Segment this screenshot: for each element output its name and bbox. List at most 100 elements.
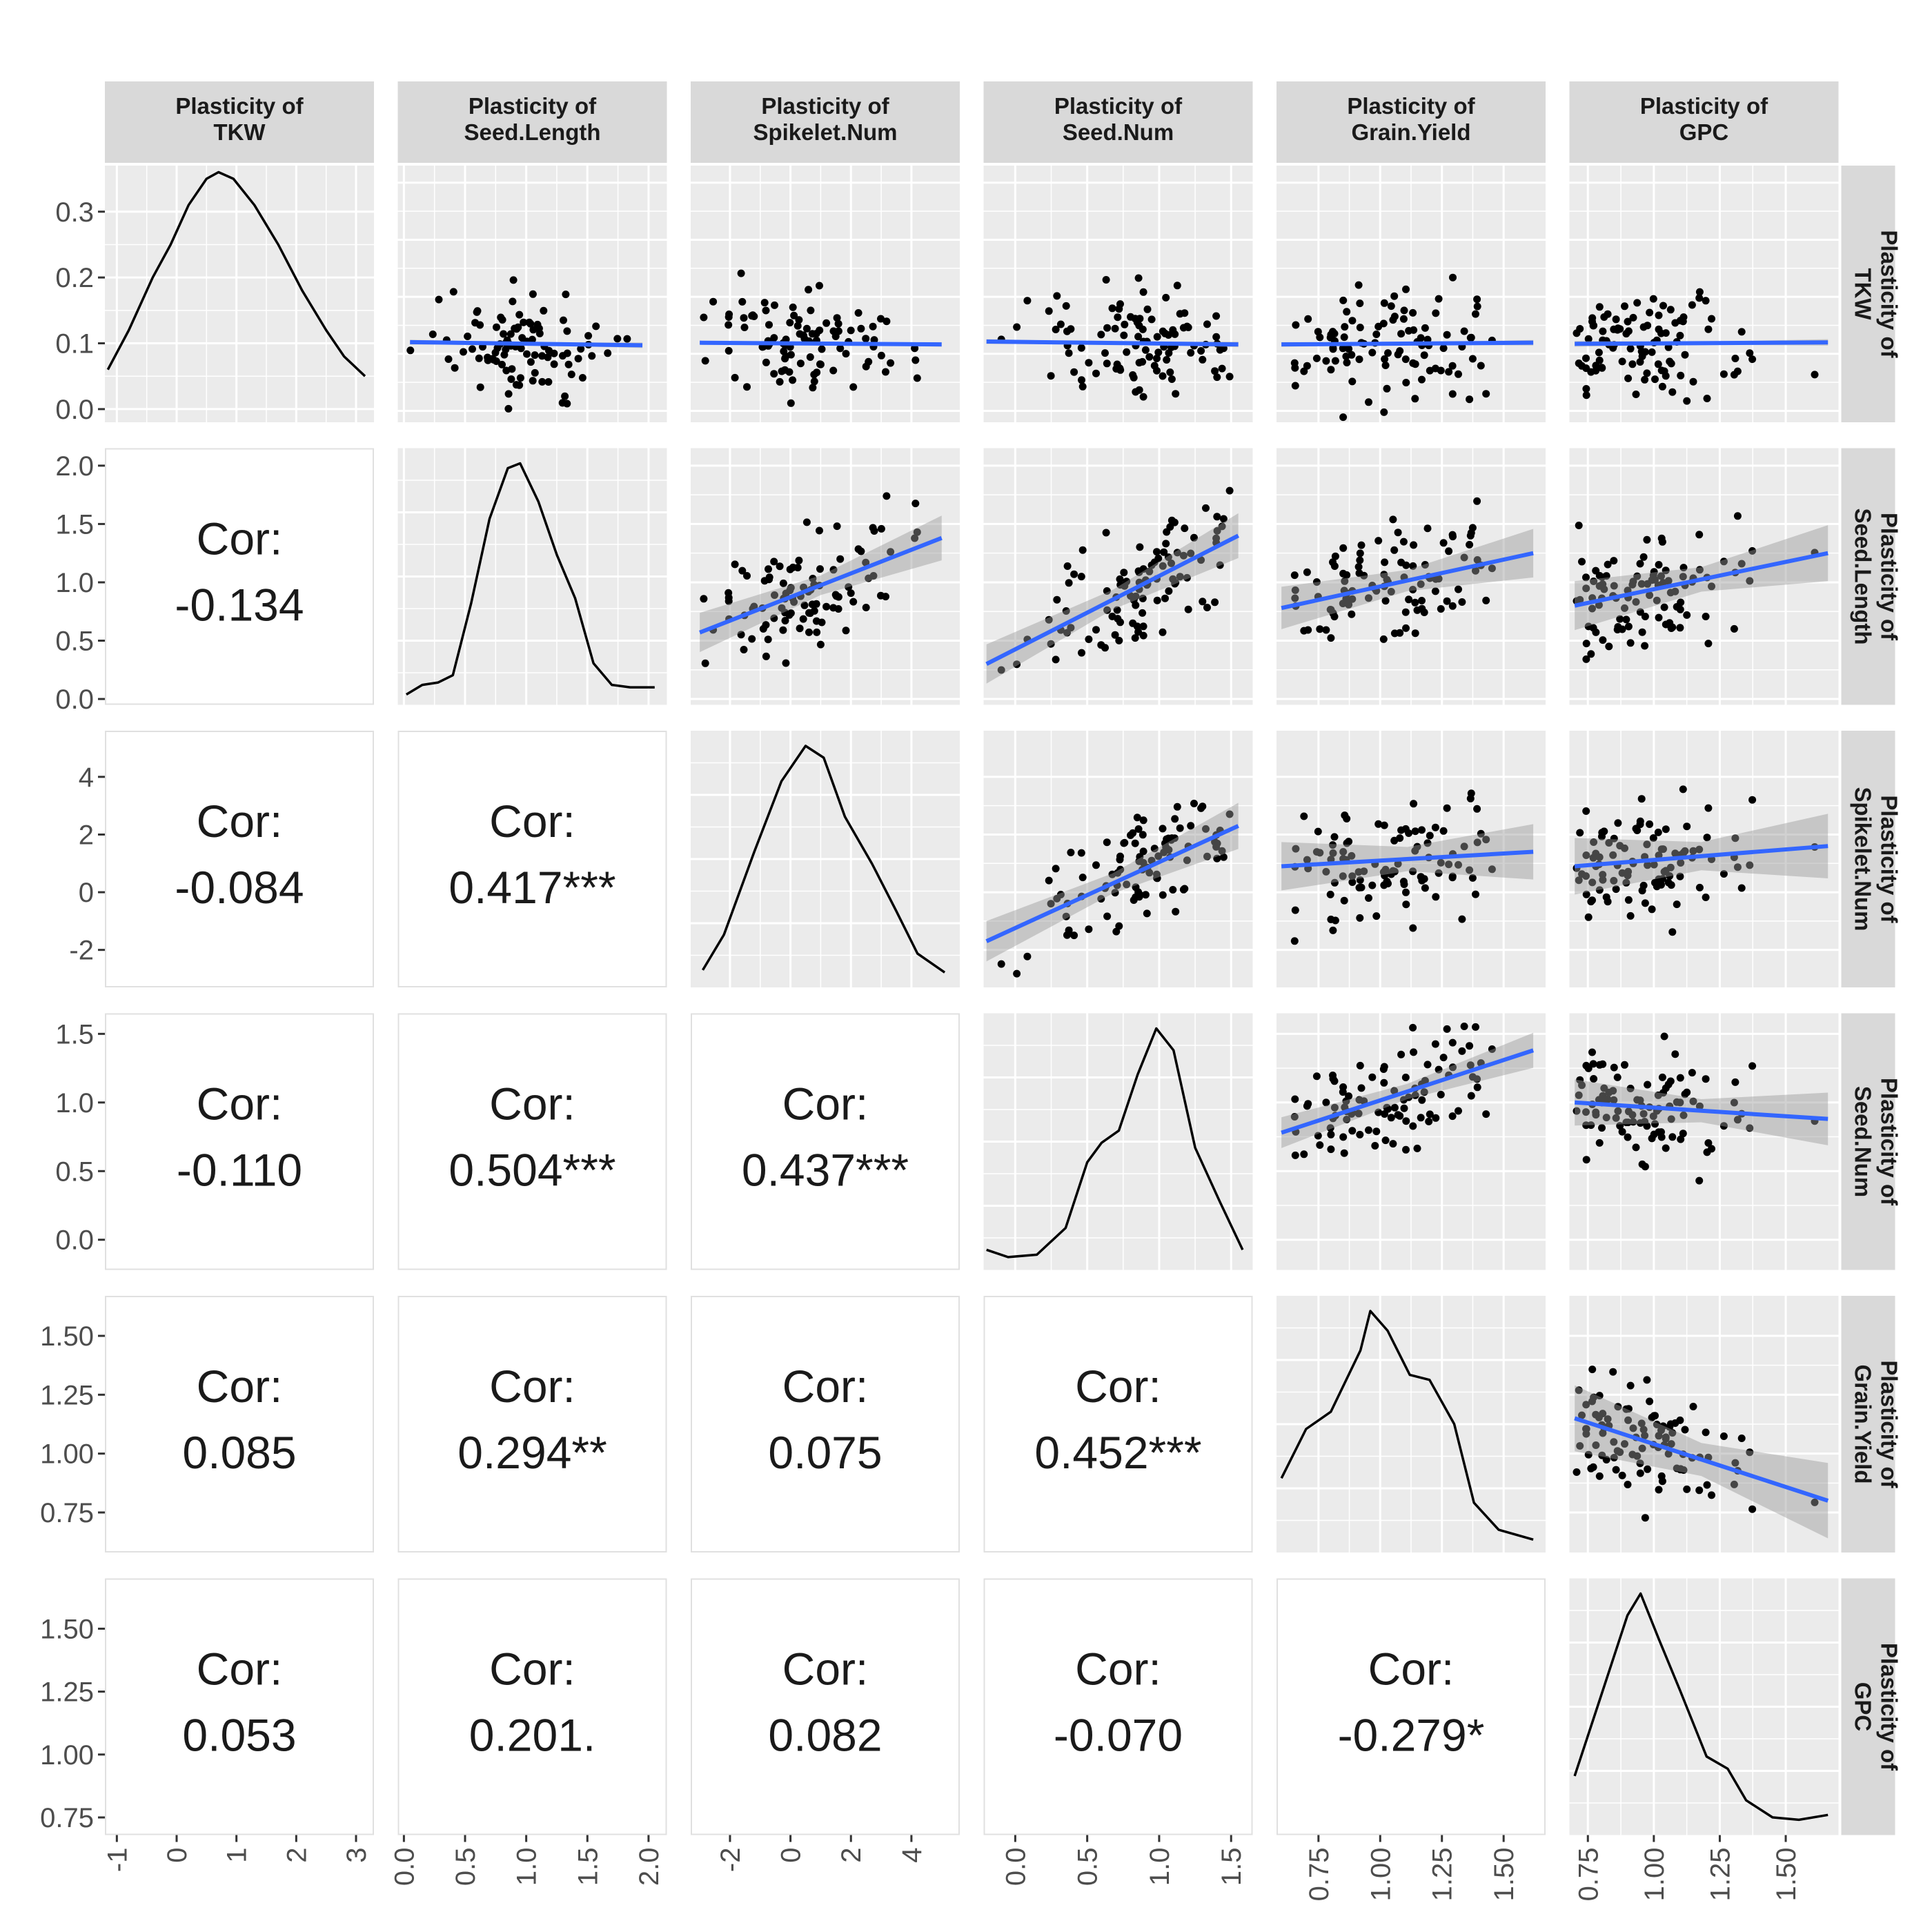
scatter-point bbox=[1102, 529, 1110, 537]
scatter-point bbox=[1666, 306, 1675, 314]
scatter-point bbox=[1291, 382, 1299, 390]
scatter-point bbox=[1162, 293, 1170, 302]
cor-panel-3-0: Cor: -0.110 bbox=[105, 1013, 374, 1270]
scatter-point bbox=[1108, 304, 1116, 313]
scatter-point bbox=[1123, 348, 1131, 356]
scatter-point bbox=[793, 322, 802, 330]
scatter-point bbox=[1380, 1078, 1388, 1087]
scatter-point bbox=[1439, 344, 1448, 353]
scatter-point bbox=[1733, 512, 1742, 520]
scatter-point bbox=[1582, 1061, 1590, 1070]
scatter-point bbox=[406, 346, 415, 355]
scatter-point bbox=[1595, 1138, 1604, 1147]
cor-value: -0.134 bbox=[175, 580, 304, 631]
scatter-point bbox=[1432, 309, 1440, 317]
scatter-point bbox=[1134, 888, 1143, 896]
scatter-point bbox=[1409, 1122, 1417, 1130]
scatter-point bbox=[1167, 375, 1176, 383]
scatter-point bbox=[1638, 1444, 1646, 1452]
scatter-point bbox=[1633, 572, 1642, 580]
scatter-point bbox=[1171, 815, 1179, 823]
density-curve bbox=[106, 170, 366, 377]
scatter-point bbox=[1213, 526, 1221, 535]
scatter-point bbox=[1737, 328, 1746, 336]
cor-label: Cor: bbox=[782, 1361, 869, 1412]
scatter-point bbox=[1420, 1088, 1428, 1096]
scatter-point bbox=[1339, 544, 1348, 552]
scatter-point bbox=[1167, 559, 1175, 567]
scatter-point bbox=[1145, 869, 1154, 877]
scatter-point bbox=[883, 317, 891, 326]
scatter-point bbox=[857, 547, 865, 555]
scatter-point bbox=[1116, 575, 1124, 583]
scatter-point bbox=[1150, 845, 1159, 853]
scatter-point bbox=[1379, 635, 1388, 643]
scatter-point bbox=[1683, 397, 1691, 405]
scatter-point bbox=[1588, 1048, 1596, 1056]
y-tick-label: 0.5 bbox=[55, 627, 94, 657]
scatter-point bbox=[1432, 893, 1440, 901]
scatter-point bbox=[1356, 1130, 1364, 1138]
scatter-point bbox=[1354, 563, 1363, 571]
cor-panel-5-4: Cor: -0.279* bbox=[1276, 1578, 1546, 1835]
scatter-point bbox=[1610, 557, 1618, 565]
scatter-point bbox=[1737, 560, 1746, 568]
scatter-point bbox=[1703, 834, 1711, 842]
scatter-point bbox=[1356, 299, 1364, 308]
scatter-point bbox=[1650, 860, 1658, 869]
scatter-point bbox=[1291, 1095, 1299, 1103]
scatter-point bbox=[776, 562, 784, 571]
scatter-point bbox=[1695, 531, 1704, 539]
scatter-point bbox=[795, 316, 803, 324]
scatter-point bbox=[563, 400, 571, 408]
scatter-point bbox=[1702, 297, 1710, 305]
x-tick-label: 0.5 bbox=[1073, 1848, 1103, 1886]
scatter-point bbox=[1637, 580, 1646, 588]
scatter-point bbox=[1138, 594, 1147, 602]
cor-label: Cor: bbox=[197, 1644, 283, 1695]
scatter-point bbox=[1401, 355, 1410, 364]
scatter-point bbox=[1473, 838, 1481, 847]
scatter-point bbox=[1173, 549, 1181, 557]
scatter-point bbox=[1139, 631, 1147, 640]
scatter-panel-3-4 bbox=[1276, 1013, 1546, 1270]
scatter-point bbox=[1748, 355, 1757, 364]
scatter-point bbox=[1604, 1095, 1612, 1103]
scatter-point bbox=[1340, 896, 1348, 905]
scatter-point bbox=[1628, 1111, 1637, 1119]
col-strip-text: Plasticity of bbox=[469, 93, 597, 119]
scatter-point bbox=[1595, 1472, 1604, 1480]
x-tick-label: 0 bbox=[162, 1848, 193, 1863]
scatter-point bbox=[1624, 1416, 1633, 1424]
scatter-point bbox=[1643, 535, 1651, 544]
scatter-point bbox=[1673, 900, 1681, 909]
scatter-point bbox=[1624, 622, 1633, 631]
scatter-point bbox=[1660, 1032, 1668, 1041]
scatter-point bbox=[1595, 886, 1604, 894]
scatter-point bbox=[1748, 796, 1757, 804]
scatter-point bbox=[507, 375, 515, 383]
scatter-point bbox=[1181, 524, 1189, 533]
scatter-point bbox=[1409, 359, 1417, 367]
scatter-point bbox=[1173, 802, 1181, 811]
fit-line bbox=[1574, 551, 1828, 608]
scatter-point bbox=[1639, 1110, 1648, 1118]
scatter-point bbox=[1356, 914, 1364, 922]
scatter-point bbox=[1355, 569, 1363, 578]
scatter-point bbox=[1658, 1477, 1666, 1486]
cor-value: 0.082 bbox=[768, 1710, 882, 1761]
scatter-point bbox=[1053, 894, 1061, 903]
scatter-point bbox=[1648, 1413, 1656, 1421]
scatter-point bbox=[1045, 615, 1053, 624]
scatter-point bbox=[1582, 655, 1590, 663]
scatter-point bbox=[731, 373, 739, 382]
scatter-point bbox=[1584, 335, 1593, 343]
scatter-point bbox=[1616, 325, 1624, 333]
row-strip-text: Plasticity of bbox=[1877, 1643, 1902, 1771]
scatter-point bbox=[1153, 596, 1161, 604]
scatter-point bbox=[1578, 1081, 1586, 1090]
scatter-point bbox=[1659, 579, 1667, 586]
scatter-point bbox=[1689, 377, 1697, 386]
scatter-point bbox=[1443, 597, 1451, 605]
scatter-point bbox=[1612, 885, 1620, 894]
